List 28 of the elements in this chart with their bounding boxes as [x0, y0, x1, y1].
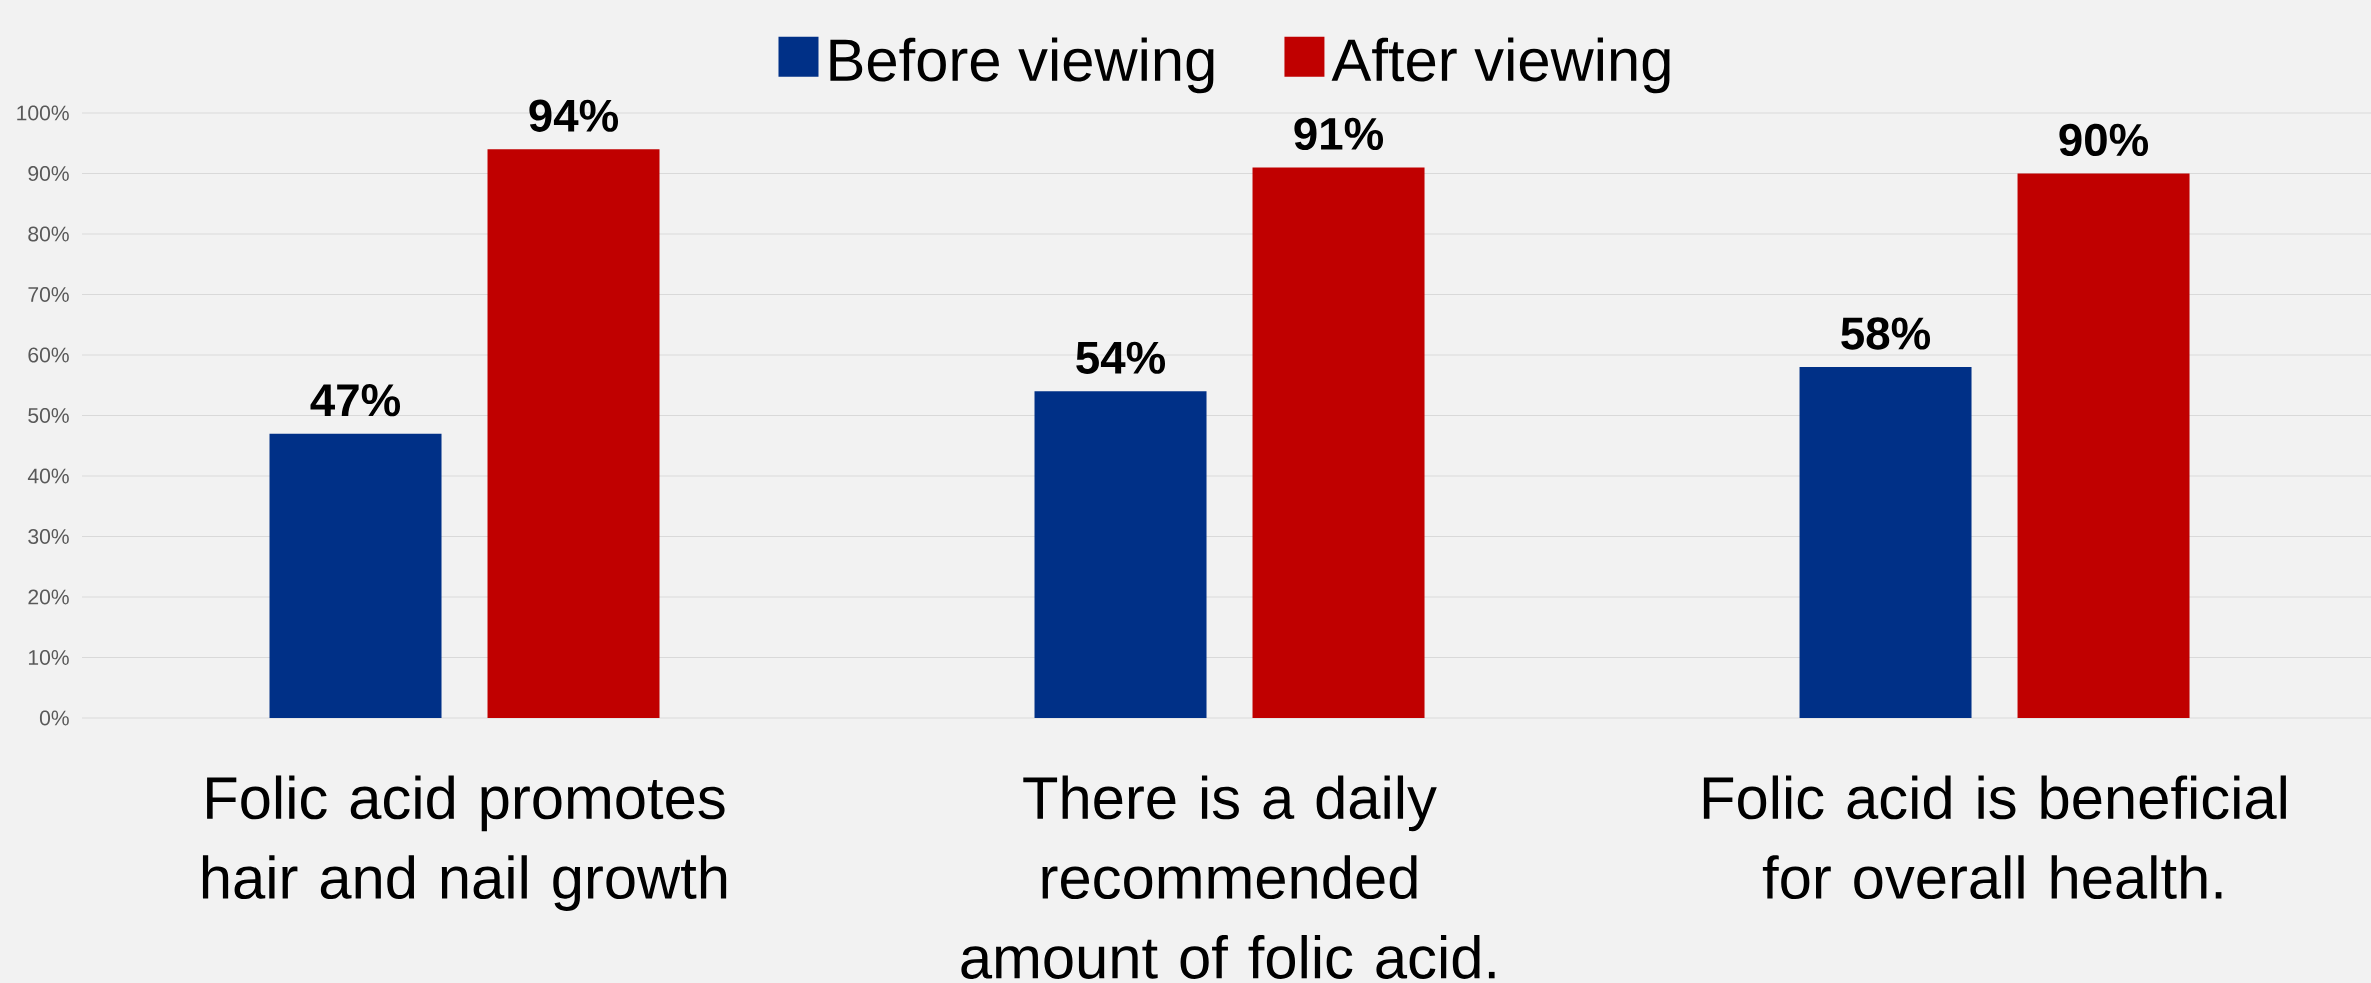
bar	[1034, 391, 1207, 719]
x-tick-label: Folic acid promotes hair and nail growth	[202, 775, 727, 911]
bar	[269, 433, 442, 719]
y-tick-label: 40%	[27, 468, 69, 484]
y-tick-label: 20%	[28, 589, 69, 605]
y-tick-label: 50%	[28, 408, 69, 423]
x-tick-label: There is a daily recommended amount of folic acid.	[961, 775, 1495, 979]
y-tick-label: 70%	[28, 287, 69, 302]
y-tick-label: 0%	[39, 710, 69, 726]
bar	[487, 149, 660, 719]
data-label: 94%	[529, 99, 619, 132]
data-label: 91%	[1294, 117, 1384, 151]
y-tick-label: 100%	[17, 105, 69, 121]
bar	[1252, 167, 1425, 719]
y-tick-label: 30%	[28, 529, 69, 544]
bar	[1799, 367, 1972, 719]
data-label: 54%	[1076, 341, 1166, 374]
bar	[2017, 173, 2190, 719]
data-label: 47%	[310, 384, 400, 417]
legend-label: After viewing	[1331, 37, 1670, 94]
legend-label: Before viewing	[830, 37, 1214, 94]
y-tick-label: 90%	[28, 166, 69, 181]
data-label: 58%	[1841, 317, 1931, 350]
x-tick-label: Folic acid is beneficial for overall health.	[1703, 775, 2286, 900]
data-label: 90%	[2059, 123, 2149, 157]
y-tick-label: 60%	[28, 347, 69, 363]
y-tick-label: 10%	[28, 650, 69, 665]
y-tick-label: 80%	[28, 226, 69, 242]
